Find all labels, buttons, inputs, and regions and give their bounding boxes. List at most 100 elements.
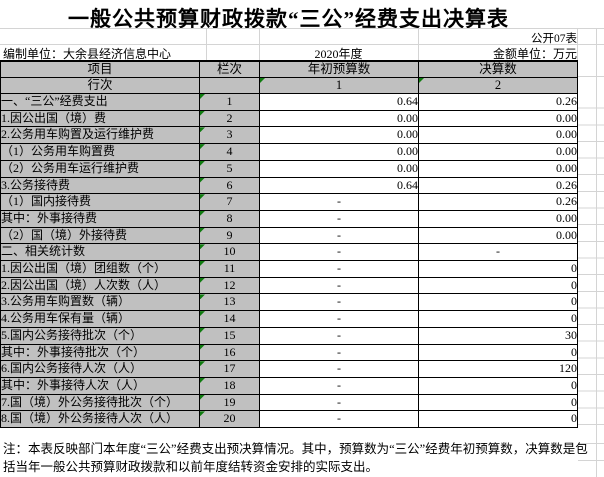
green-triangle-icon: [200, 211, 205, 216]
budget-cell: 0.64: [259, 176, 419, 195]
table-row: （2）公务用车运行维护费 5 0.00 0.00: [0, 159, 578, 178]
table-row: 一、“三公”经费支出 1 0.64 0.26: [0, 93, 578, 111]
item-cell: 1.因公出国（境）团组数（个）: [0, 260, 200, 278]
line-number-cell: 7: [199, 193, 260, 211]
green-triangle-icon: [200, 278, 205, 283]
page-title: 一般公共预算财政拨款“三公”经费支出决算表: [68, 7, 509, 31]
sheet-gridline-strip: [578, 427, 604, 477]
amount-unit-label: 金额单位：万元: [492, 47, 577, 61]
column-header-final: 决算数: [418, 60, 578, 78]
line-number-cell: 17: [199, 360, 260, 378]
line-number-cell: 5: [199, 159, 260, 178]
line-number-cell: 10: [199, 243, 260, 262]
budget-cell: -: [259, 193, 419, 211]
table-row: （1）公务用车购置费 4 0.00 0.00: [0, 143, 578, 161]
line-number-cell: 16: [199, 343, 260, 362]
line-number-cell: 6: [199, 176, 260, 195]
final-cell: 30: [418, 326, 578, 345]
final-cell: 0.00: [418, 109, 578, 128]
item-cell: （1）国内接待费: [0, 193, 200, 211]
column-header-budget: 年初预算数: [259, 60, 419, 78]
item-cell: 6.国内公务接待人次（人）: [0, 360, 200, 378]
line-number-cell: 15: [199, 326, 260, 345]
table-row: 2.因公出国（境）人次数（人） 12-0: [0, 276, 578, 295]
header-row: 项目 栏次 年初预算数 决算数: [0, 60, 578, 78]
final-cell: 0.00: [418, 226, 578, 245]
budget-cell: -: [259, 393, 419, 412]
table-body: 一、“三公”经费支出 1 0.64 0.26 1.因公出国（境）费 2 0.00 0.00 2.…: [0, 93, 578, 429]
sheet-gridline: [577, 28, 578, 60]
item-cell: 一、“三公”经费支出: [0, 93, 200, 111]
budget-cell: -: [259, 293, 419, 312]
green-triangle-icon: [200, 177, 205, 183]
table-row: 3.公务接待费 6 0.64 0.26: [0, 176, 578, 195]
green-triangle-icon: [200, 94, 205, 99]
green-triangle-icon: [200, 361, 205, 367]
sheet-gridline: [418, 28, 419, 60]
item-cell: 1.因公出国（境）费: [0, 109, 200, 128]
table-row: 二、相关统计数 10- -: [0, 243, 578, 262]
table-row: 其中：外事接待费 8-0.00: [0, 209, 578, 228]
table-row: （2）国（境）外接待费 9-0.00: [0, 226, 578, 245]
table-row: （1）国内接待费 7-0.26: [0, 193, 578, 211]
green-triangle-icon: [200, 244, 205, 250]
budget-cell: 0.64: [259, 93, 419, 111]
line-number-cell: 19: [199, 393, 260, 412]
budget-cell: -: [259, 276, 419, 295]
budget-cell: -: [259, 209, 419, 228]
green-triangle-icon: [200, 294, 205, 300]
line-number-cell: 4: [199, 143, 260, 161]
item-cell: 其中：外事接待费: [0, 209, 200, 228]
item-cell: 8.国（境）外公务接待人次（人）: [0, 410, 200, 429]
item-cell: 5.国内公务接待批次（个）: [0, 326, 200, 345]
column-header-line: 栏次: [199, 60, 260, 78]
item-cell: （1）公务用车购置费: [0, 143, 200, 161]
line-number-cell: 3: [199, 126, 260, 145]
table-row: 2.公务用车购置及运行维护费 3 0.00 0.00: [0, 126, 578, 145]
final-cell: 0: [418, 393, 578, 412]
item-cell: 3.公务接待费: [0, 176, 200, 195]
green-triangle-icon: [200, 345, 205, 350]
budget-cell: -: [259, 326, 419, 345]
green-triangle-icon: [200, 161, 205, 166]
sheet-gridline-strip: [578, 92, 604, 426]
final-cell: 0: [418, 310, 578, 328]
sheet-gridline: [0, 44, 604, 45]
subheader-budget: 1: [259, 77, 419, 94]
final-cell: 0.00: [418, 126, 578, 145]
line-number-cell: 12: [199, 276, 260, 295]
sheet-gridline: [0, 28, 604, 29]
green-triangle-icon: [200, 261, 205, 267]
line-number-cell: 18: [199, 376, 260, 395]
subheader-final: 2: [418, 77, 578, 94]
table-row: 3.公务用车购置数（辆） 13-0: [0, 293, 578, 312]
green-triangle-icon: [200, 328, 205, 333]
table-row: 1.因公出国（境）团组数（个） 11-0: [0, 260, 578, 278]
budget-cell: 0.00: [259, 109, 419, 128]
note-text: 注：本表反映部门本年度“三公”经费支出预决算情况。其中，预算数为“三公”经费年初…: [3, 442, 588, 474]
green-triangle-icon: [200, 144, 205, 150]
subheader-line: [199, 77, 260, 94]
subheader-row: 行次 1 2: [0, 77, 578, 94]
budget-cell: -: [259, 226, 419, 245]
green-triangle-icon: [260, 78, 265, 83]
budget-cell: 0.00: [259, 159, 419, 178]
green-triangle-icon: [200, 311, 205, 317]
budget-cell: 0.00: [259, 143, 419, 161]
table-row: 4.公务用车保有量（辆） 14-0: [0, 310, 578, 328]
green-triangle-icon: [200, 411, 205, 417]
final-cell: 0: [418, 293, 578, 312]
line-number-cell: 13: [199, 293, 260, 312]
table-row: 其中：外事接待批次（个） 16-0: [0, 343, 578, 362]
subheader-item: 行次: [0, 77, 200, 94]
item-cell: （2）国（境）外接待费: [0, 226, 200, 245]
budget-cell: -: [259, 410, 419, 429]
column-header-item: 项目: [0, 60, 200, 78]
green-triangle-icon: [200, 228, 205, 233]
final-cell: 0.26: [418, 93, 578, 111]
green-triangle-icon: [200, 127, 205, 133]
org-label: 编制单位：大余县经济信息中心: [3, 47, 172, 61]
item-cell: 3.公务用车购置数（辆）: [0, 293, 200, 312]
item-cell: 2.公务用车购置及运行维护费: [0, 126, 200, 145]
